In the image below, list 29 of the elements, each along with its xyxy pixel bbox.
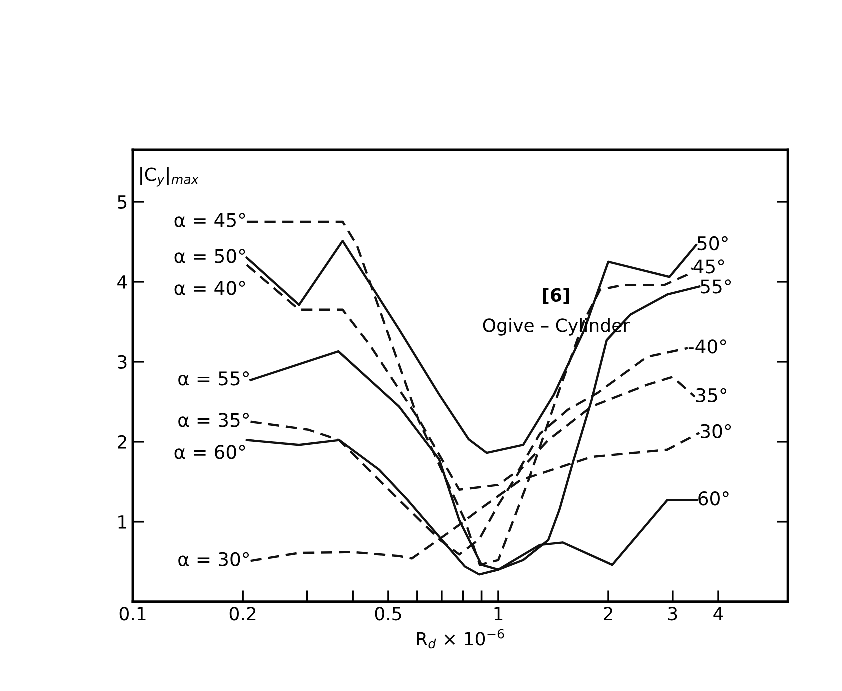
x-tick-label: 1 — [494, 607, 503, 620]
y-tick-label: 2 — [118, 435, 126, 449]
annotation: α = 40° — [174, 281, 246, 296]
annotation: 55° — [701, 280, 732, 294]
x-tick-label: 2 — [604, 607, 612, 620]
x-tick-label: 4 — [714, 607, 724, 620]
annotation: -40° — [688, 340, 726, 354]
annotation: α = 45° — [174, 213, 246, 228]
annotation: 30° — [701, 424, 732, 439]
x-tick-label: 0.5 — [375, 607, 402, 621]
y-axis-title: |C$_{y}$|$_{max}$ — [140, 167, 200, 187]
annotation: 50° — [698, 236, 728, 251]
annotation: α = 60° — [174, 445, 246, 460]
annotation: α = 30° — [178, 552, 250, 567]
y-tick-label: 4 — [118, 276, 128, 289]
x-tick-label: 0.2 — [230, 607, 256, 621]
text: [6] — [543, 288, 570, 304]
annotation: 60° — [698, 492, 729, 506]
annotation: α = 55° — [178, 372, 250, 386]
annotation: 45° — [694, 260, 724, 274]
y-tick-label: 1 — [118, 516, 127, 529]
y-tick-label: 5 — [118, 196, 127, 210]
annotation: 35° — [696, 388, 727, 403]
x-tick-label: 3 — [668, 607, 678, 621]
y-tick-label: 3 — [118, 355, 127, 370]
annotation: α = 35° — [178, 413, 250, 428]
annotation: α = 50° — [174, 249, 246, 264]
x-tick-label: 0.1 — [120, 607, 146, 621]
x-axis-title: R$_{d}$ × 10$^{−6}$ — [417, 629, 504, 649]
